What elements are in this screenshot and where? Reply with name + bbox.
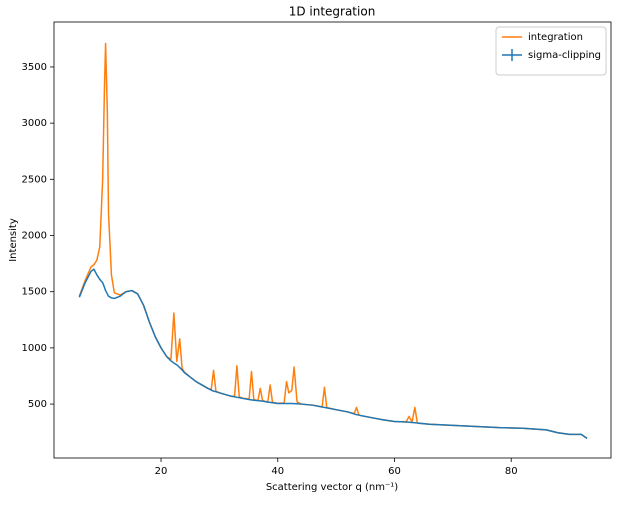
x-tick-label: 40 [271,466,284,477]
plot-frame [53,21,612,459]
y-tick-label: 1000 [22,343,47,354]
y-axis-label: Intensity [8,218,19,262]
y-tick-label: 2000 [22,231,47,242]
y-tick-label: 2500 [22,174,47,185]
y-tick-label: 3000 [22,118,47,129]
legend-label: sigma-clipping [528,50,601,61]
y-tick-label: 1500 [22,287,47,298]
y-tick-label: 500 [28,399,47,410]
y-tick-label: 3500 [22,62,47,73]
legend: integration sigma-clipping [495,26,607,76]
x-axis-label: Scattering vector q (nm⁻¹) [266,482,398,493]
chart-title: 1D integration [289,5,376,19]
series-line [78,268,588,439]
x-tick-label: 80 [505,466,518,477]
x-tick-label: 60 [388,466,401,477]
x-tick-label: 20 [155,466,168,477]
legend-label: integration [528,32,583,43]
legend-box [495,26,607,76]
